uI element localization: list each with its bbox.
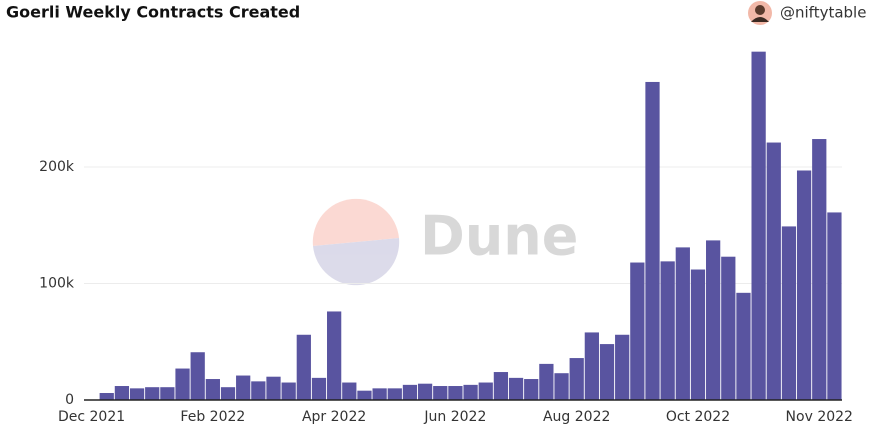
bar	[721, 256, 736, 400]
bar	[387, 388, 402, 400]
bar	[175, 368, 190, 400]
bar	[569, 358, 584, 400]
bar	[599, 344, 615, 400]
bar	[220, 387, 236, 400]
x-tick-label: Feb 2022	[180, 409, 245, 425]
bar	[508, 377, 524, 400]
bar	[524, 379, 539, 400]
bar	[812, 139, 827, 401]
bar	[463, 384, 478, 400]
bar	[554, 373, 569, 400]
bar	[402, 384, 418, 400]
bar	[751, 51, 766, 400]
bar	[796, 170, 812, 400]
bar	[615, 334, 630, 400]
author: @niftytable	[780, 4, 866, 22]
bar	[493, 372, 509, 400]
bar	[645, 81, 660, 400]
bar	[448, 386, 463, 400]
chart-title: Goerli Weekly Contracts Created	[6, 3, 300, 22]
bar	[675, 247, 690, 400]
bar	[160, 387, 175, 400]
bar	[99, 393, 114, 400]
bar	[357, 390, 372, 400]
bar	[251, 381, 266, 400]
bar	[266, 376, 281, 400]
bar	[190, 352, 205, 400]
y-tick-label: 200k	[39, 159, 75, 175]
bar	[236, 375, 251, 400]
bar	[372, 388, 387, 400]
bar	[205, 379, 220, 400]
bar	[478, 382, 493, 400]
watermark: Dune	[420, 205, 578, 268]
y-tick-label: 0	[65, 392, 74, 408]
bar	[706, 240, 721, 400]
bar	[114, 386, 130, 400]
bar	[129, 388, 145, 400]
y-tick-label: 100k	[39, 276, 75, 292]
bar	[342, 382, 357, 400]
x-tick-label: Apr 2022	[302, 409, 366, 425]
bar	[281, 382, 296, 400]
bar	[827, 212, 842, 400]
bar	[327, 311, 342, 400]
x-tick-label: Nov 2022	[786, 409, 853, 425]
bar	[736, 292, 751, 400]
bar	[296, 334, 311, 400]
x-tick-label: Jun 2022	[423, 409, 486, 425]
bar	[433, 386, 448, 400]
bar	[660, 261, 675, 400]
bar	[690, 269, 706, 400]
bar	[417, 383, 433, 400]
bar	[630, 262, 645, 400]
watermark-logo	[312, 198, 400, 286]
avatar	[748, 1, 772, 25]
x-tick-label: Dec 2021	[58, 409, 125, 425]
bar	[766, 142, 781, 400]
bar	[584, 332, 599, 400]
x-tick-label: Aug 2022	[543, 409, 610, 425]
bar	[781, 226, 797, 400]
bar	[145, 387, 160, 400]
bar	[311, 377, 327, 400]
x-tick-label: Oct 2022	[666, 409, 730, 425]
bar	[539, 363, 554, 400]
